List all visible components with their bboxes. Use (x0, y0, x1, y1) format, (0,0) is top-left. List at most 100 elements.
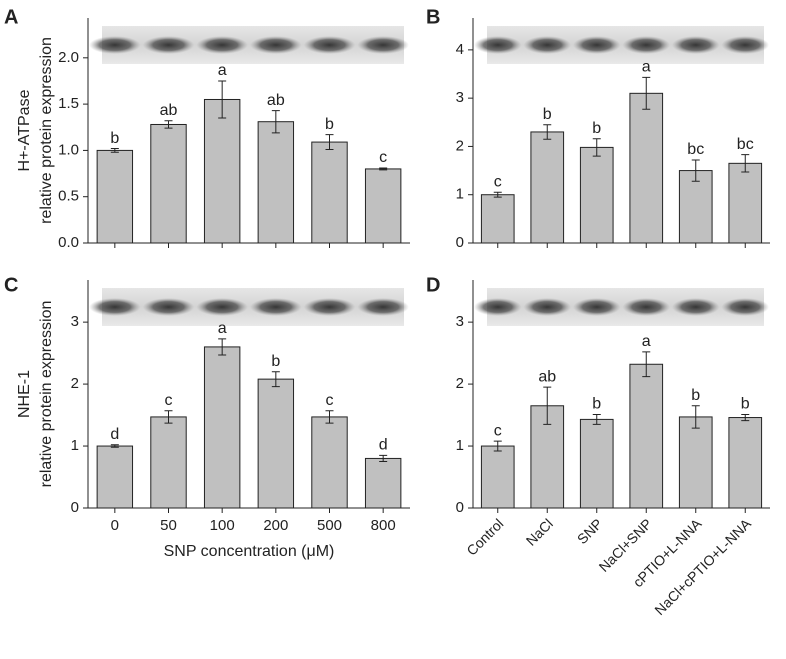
x-tick-label: 500 (317, 517, 342, 534)
x-tick-label: NaCl+cPTIO+L-NNA (651, 515, 754, 618)
error-bar (741, 154, 750, 173)
blot-band (523, 298, 572, 316)
error-bar (691, 159, 700, 182)
blot-band (473, 298, 522, 316)
blot-band (142, 298, 195, 316)
significance-letter: ab (160, 102, 178, 119)
bar (364, 457, 402, 509)
bar (96, 445, 134, 509)
bar (257, 121, 295, 244)
significance-letter: bc (687, 141, 704, 158)
significance-letter: b (271, 353, 280, 370)
error-bar (325, 134, 334, 150)
y-tick-label: 1.5 (58, 95, 79, 112)
significance-letter: ab (538, 368, 556, 385)
blot-band (671, 298, 720, 316)
y-tick-label: 2 (456, 375, 464, 392)
y-tick-label: 3 (456, 313, 464, 330)
error-bar (543, 386, 552, 425)
y-tick-label: 1.0 (58, 141, 79, 158)
blot-band (89, 36, 141, 54)
significance-letter: b (325, 116, 334, 133)
panel-label: C (4, 274, 18, 296)
y-tick-label: 3 (71, 313, 79, 330)
error-bar (218, 80, 227, 119)
bar (728, 162, 763, 244)
error-bar (271, 371, 280, 388)
blot-band (142, 36, 195, 54)
x-tick-label: 200 (263, 517, 288, 534)
blot-band (572, 298, 621, 316)
significance-letter: a (642, 333, 651, 350)
error-bar (271, 110, 280, 134)
significance-letter: d (110, 426, 119, 443)
y-tick-label: 0 (71, 499, 79, 516)
blot-band (622, 298, 671, 316)
bar (150, 123, 187, 244)
error-bar (592, 138, 601, 157)
x-tick-label: Control (463, 515, 506, 558)
panel-label: B (426, 6, 440, 28)
bar (96, 149, 134, 244)
y-tick-label: 1 (456, 437, 464, 454)
significance-letter: b (592, 120, 601, 137)
x-tick-label: 0 (111, 517, 119, 534)
y-tick-label: 0 (456, 234, 464, 251)
bar (629, 92, 664, 244)
axes (472, 18, 770, 244)
y-axis-title: relative protein expression (38, 37, 55, 224)
y-tick-label: 2 (71, 375, 79, 392)
blot-band (303, 298, 356, 316)
error-bar (110, 148, 119, 153)
x-tick-label: 800 (371, 517, 396, 534)
blot-band (196, 36, 248, 54)
significance-letter: a (642, 59, 651, 76)
y-tick-label: 0.0 (58, 234, 79, 251)
error-bar (164, 410, 173, 424)
bar (579, 418, 614, 509)
significance-letter: c (494, 174, 502, 191)
y-tick-label: 4 (456, 41, 464, 58)
significance-letter: d (379, 437, 388, 454)
blot-band (250, 36, 302, 54)
significance-letter: ab (267, 92, 285, 109)
y-axis-title: relative protein expression (38, 301, 55, 488)
blot-band (721, 298, 770, 316)
panel-label: D (426, 274, 440, 296)
error-bar (543, 124, 552, 140)
error-bar (110, 444, 119, 448)
bar (203, 346, 241, 509)
y-axis-title: NHE-1 (16, 370, 33, 418)
blot-band (250, 298, 302, 316)
y-tick-label: 2 (456, 137, 464, 154)
bar (311, 416, 348, 509)
significance-letter: b (110, 130, 119, 147)
blot-band (622, 36, 671, 54)
bar (257, 378, 295, 509)
x-axis-title: SNP concentration (μM) (164, 543, 335, 560)
significance-letter: b (543, 106, 552, 123)
y-tick-label: 2.0 (58, 49, 79, 66)
bar (579, 146, 614, 244)
error-bar (164, 120, 173, 129)
bar (530, 131, 565, 244)
error-bar (325, 410, 334, 424)
bar (678, 170, 713, 244)
blot-band (357, 298, 409, 316)
bar (364, 168, 402, 244)
y-tick-label: 1 (71, 437, 79, 454)
significance-letter: a (218, 320, 227, 337)
error-bar (642, 76, 651, 110)
significance-letter: c (165, 392, 173, 409)
error-bar (493, 440, 502, 452)
y-tick-label: 3 (456, 89, 464, 106)
axes (87, 280, 410, 509)
blot-band (523, 36, 572, 54)
bar (311, 141, 348, 244)
y-axis-title: H+-ATPase (16, 89, 33, 171)
bar (678, 416, 713, 509)
y-tick-label: 0 (456, 499, 464, 516)
blot-band (196, 298, 248, 316)
axes (87, 18, 410, 244)
